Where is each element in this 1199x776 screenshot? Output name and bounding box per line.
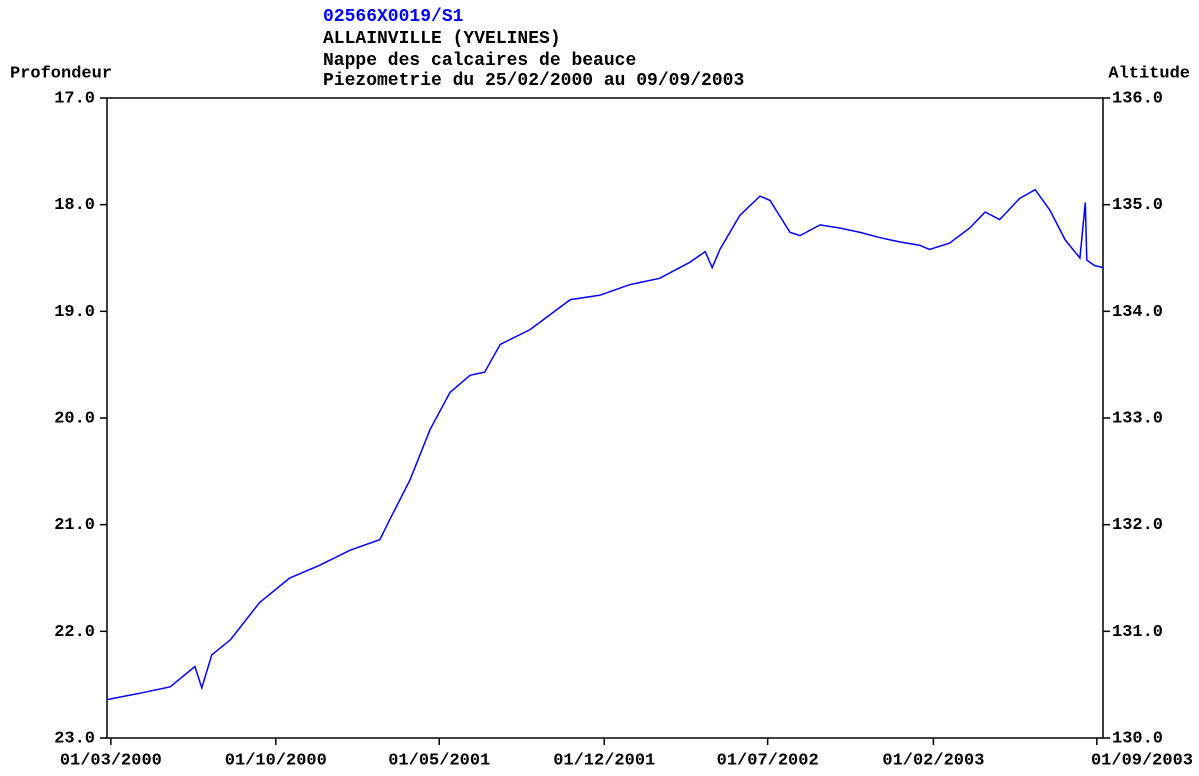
y-tick-label: 22.0 — [54, 623, 95, 642]
x-tick-label: 01/09/2003 — [1091, 751, 1193, 770]
y2-tick-label: 135.0 — [1112, 196, 1163, 215]
x-tick-label: 01/03/2000 — [60, 751, 162, 770]
y2-tick-label: 130.0 — [1112, 729, 1163, 748]
chart-subtitle: Nappe des calcaires de beauce — [323, 51, 636, 71]
y-tick-label: 21.0 — [54, 516, 95, 535]
x-tick-label: 01/07/2002 — [717, 751, 819, 770]
x-tick-label: 01/02/2003 — [882, 751, 984, 770]
y-tick-label: 18.0 — [54, 196, 95, 215]
x-tick-label: 01/05/2001 — [388, 751, 490, 770]
chart-subtitle: ALLAINVILLE (YVELINES) — [323, 29, 561, 49]
plot-frame — [106, 97, 1104, 739]
y-tick-label: 20.0 — [54, 409, 95, 428]
x-tick-label: 01/10/2000 — [225, 751, 327, 770]
chart-title: 02566X0019/S1 — [323, 7, 464, 27]
chart-subtitle: Piezometrie du 25/02/2000 au 09/09/2003 — [323, 71, 744, 91]
y-tick-label: 17.0 — [54, 89, 95, 108]
y2-tick-label: 134.0 — [1112, 303, 1163, 322]
y2-tick-label: 131.0 — [1112, 623, 1163, 642]
y-axis-label: Profondeur — [10, 64, 112, 83]
y-tick-label: 23.0 — [54, 729, 95, 748]
y2-axis-label: Altitude — [1108, 64, 1190, 83]
x-tick-label: 01/12/2001 — [553, 751, 655, 770]
data-line — [106, 188, 1104, 701]
y2-tick-label: 133.0 — [1112, 409, 1163, 428]
y2-tick-label: 136.0 — [1112, 89, 1163, 108]
y2-tick-label: 132.0 — [1112, 516, 1163, 535]
y-tick-label: 19.0 — [54, 303, 95, 322]
